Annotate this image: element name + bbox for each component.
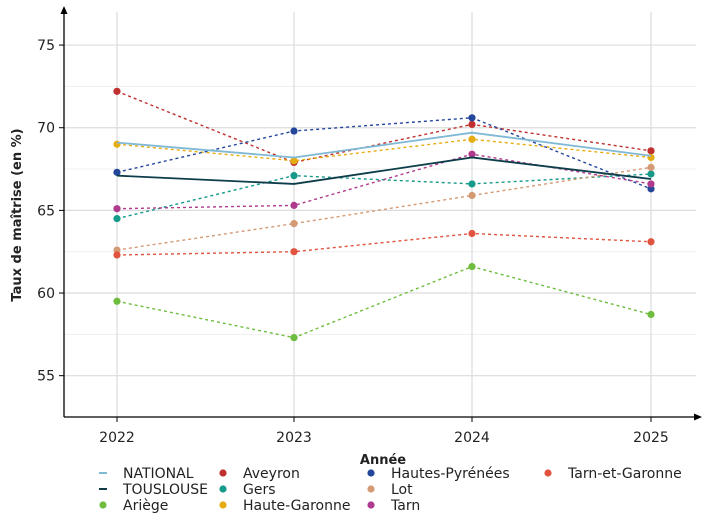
data-point xyxy=(290,127,298,135)
data-point xyxy=(647,170,655,178)
legend-key-marker xyxy=(219,469,227,477)
series-line-hautes-pyrenees xyxy=(116,117,652,190)
legend-item-ariege: Ariège xyxy=(99,498,168,514)
legend-item-lot: Lot xyxy=(367,482,413,498)
legend-key-marker xyxy=(219,485,227,493)
x-tick-label: 2023 xyxy=(276,430,312,446)
y-tick-label: 55 xyxy=(37,369,55,385)
legend-label: Lot xyxy=(391,482,413,498)
series-tarn-et-garonne xyxy=(113,229,655,259)
x-axis-arrow xyxy=(694,413,702,421)
legend-item-gers: Gers xyxy=(219,482,276,498)
data-point xyxy=(468,114,476,122)
data-point xyxy=(113,87,121,95)
series-group xyxy=(113,87,655,342)
data-point xyxy=(468,191,476,200)
series-line-aveyron xyxy=(116,90,652,164)
legend-label: Hautes-Pyrénées xyxy=(391,466,510,482)
data-point xyxy=(113,297,121,305)
legend-key-marker xyxy=(367,469,375,477)
y-tick-label: 75 xyxy=(37,38,55,54)
data-point xyxy=(113,140,121,148)
data-point xyxy=(290,248,298,256)
legend-item-hautes-pyrenees: Hautes-Pyrénées xyxy=(367,466,510,482)
data-point xyxy=(647,147,655,155)
series-line-touslouse xyxy=(116,156,652,185)
data-point xyxy=(113,251,121,259)
series-gers xyxy=(113,170,655,223)
legend-label: Tarn-et-Garonne xyxy=(567,466,682,482)
legend-item-haute-garonne: Haute-Garonne xyxy=(219,498,350,514)
legend-item-aveyron: Aveyron xyxy=(219,466,300,482)
legend-item-touslouse: TOUSLOUSE xyxy=(99,482,208,498)
legend-item-tarn-et-garonne: Tarn-et-Garonne xyxy=(544,466,682,482)
x-tick-label: 2024 xyxy=(454,430,490,446)
y-axis-label: Taux de maîtrise (en %) xyxy=(10,128,25,301)
x-axis-label: Année xyxy=(360,453,406,468)
series-national xyxy=(116,131,652,159)
legend-item-national: NATIONAL xyxy=(99,466,194,482)
data-point xyxy=(647,180,655,188)
series-ariege xyxy=(113,262,655,342)
data-point xyxy=(647,185,655,193)
series-hautes-pyrenees xyxy=(113,114,655,193)
y-tick-label: 65 xyxy=(37,203,55,219)
legend-label: Gers xyxy=(243,482,276,498)
data-point xyxy=(468,262,476,271)
data-point xyxy=(290,201,298,210)
legend-key-marker xyxy=(367,485,375,493)
legend-label: TOUSLOUSE xyxy=(122,482,208,498)
x-tick-label: 2022 xyxy=(99,430,135,446)
legend-label: Haute-Garonne xyxy=(243,498,350,514)
axes: Taux de maîtrise (en %) Année 55 60 65 70 75… xyxy=(10,6,702,468)
data-point xyxy=(290,334,298,342)
data-point xyxy=(113,215,121,223)
legend-label: Aveyron xyxy=(243,466,300,482)
data-point xyxy=(468,120,476,129)
series-line-tarn-et-garonne xyxy=(116,232,652,256)
legend-label: Tarn xyxy=(390,498,420,514)
y-tick-label: 70 xyxy=(37,121,55,137)
data-point xyxy=(113,205,121,213)
data-point xyxy=(647,238,655,246)
data-point xyxy=(290,172,298,180)
series-line-ariege xyxy=(116,265,652,339)
data-point xyxy=(113,246,121,254)
series-touslouse xyxy=(116,156,652,185)
data-point xyxy=(290,157,298,165)
grid xyxy=(64,12,696,418)
data-point xyxy=(113,168,121,176)
data-point xyxy=(647,310,655,319)
series-line-national xyxy=(116,131,652,159)
data-point xyxy=(468,135,476,143)
y-axis-arrow xyxy=(60,6,68,14)
legend-key-marker xyxy=(367,501,375,509)
data-point xyxy=(290,219,298,228)
series-line-gers xyxy=(116,173,652,220)
legend-label: NATIONAL xyxy=(123,466,194,482)
data-point xyxy=(468,229,476,238)
series-tarn xyxy=(113,150,655,213)
data-point xyxy=(647,163,655,171)
legend-key-marker xyxy=(219,501,227,509)
x-tick-label: 2025 xyxy=(633,430,669,446)
y-tick-label: 60 xyxy=(37,286,55,302)
legend-item-tarn: Tarn xyxy=(367,498,420,514)
series-line-tarn xyxy=(116,153,652,210)
legend-label: Ariège xyxy=(123,498,168,514)
data-point xyxy=(468,180,476,188)
legend-key-marker xyxy=(544,469,552,477)
series-lot xyxy=(113,163,655,254)
legend-key-marker xyxy=(99,501,107,509)
data-point xyxy=(468,150,476,158)
